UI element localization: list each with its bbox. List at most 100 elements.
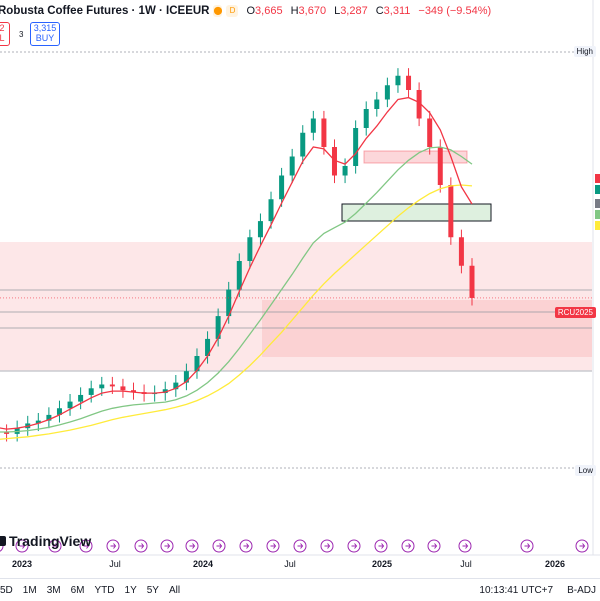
range-all[interactable]: All <box>168 584 181 596</box>
indicator-marker-red <box>595 174 600 183</box>
time-axis-tick-label: Jul <box>284 559 296 569</box>
candle <box>416 90 422 119</box>
sell-label: L <box>0 33 5 43</box>
buy-label: BUY <box>35 33 55 43</box>
clock[interactable]: 10:13:41 UTC+7 <box>479 584 554 596</box>
order-block-green <box>341 203 492 222</box>
range-3m[interactable]: 3M <box>46 584 61 596</box>
ohlc-low: L3,287 <box>334 5 368 17</box>
candle <box>289 156 295 176</box>
candle <box>162 389 168 394</box>
event-arrow-icon <box>431 543 438 549</box>
sell-button[interactable]: 2 L <box>0 22 10 46</box>
candle <box>469 265 475 298</box>
ohlc-open: O3,665 <box>246 5 283 17</box>
event-arrow-icon <box>524 543 531 549</box>
candle <box>353 128 359 166</box>
event-arrow-icon <box>579 543 586 549</box>
event-arrow-icon <box>138 543 145 549</box>
indicator-marker-yellow <box>595 221 600 230</box>
demand-zone <box>262 300 592 357</box>
candle <box>35 420 41 424</box>
event-arrow-icon <box>270 543 277 549</box>
candle <box>78 394 84 402</box>
range-5d[interactable]: 5D <box>0 584 13 596</box>
candle <box>342 166 348 176</box>
candle <box>183 371 189 383</box>
sell-price: 2 <box>0 23 5 33</box>
candle <box>458 237 464 266</box>
candle <box>374 99 380 109</box>
event-arrow-icon <box>19 543 26 549</box>
symbol-title[interactable]: Robusta Coffee Futures · 1W · ICEEUR <box>0 5 210 17</box>
candle <box>437 147 443 185</box>
time-axis-tick-label: 2025 <box>372 559 392 569</box>
adjustment-toggle[interactable]: B-ADJ <box>567 584 596 596</box>
ma-fast-line <box>0 96 473 430</box>
range-selector: 5D 1M 3M 6M YTD 1Y 5Y All <box>0 585 190 596</box>
event-arrow-icon <box>297 543 304 549</box>
candle <box>120 386 126 391</box>
candle <box>257 221 263 238</box>
time-axis-tick-label: Jul <box>460 559 472 569</box>
candle <box>406 75 412 90</box>
candle <box>448 185 454 238</box>
range-1y[interactable]: 1Y <box>124 584 137 596</box>
current-price-label: RCU2025 <box>554 307 596 318</box>
event-arrow-icon <box>110 543 117 549</box>
buy-button[interactable]: 3,315 BUY <box>30 22 60 46</box>
event-arrow-icon <box>52 543 59 549</box>
time-axis-tick-label: 2023 <box>12 559 32 569</box>
range-6m[interactable]: 6M <box>70 584 85 596</box>
buy-price: 3,315 <box>33 23 57 33</box>
time-axis-tick-label: 2026 <box>545 559 565 569</box>
range-ytd[interactable]: YTD <box>94 584 115 596</box>
candle <box>310 118 316 133</box>
candle <box>194 356 200 372</box>
candle <box>4 432 10 434</box>
event-arrow-icon <box>351 543 358 549</box>
bottom-toolbar: 5D 1M 3M 6M YTD 1Y 5Y All 10:13:41 UTC+7… <box>0 578 600 601</box>
candle <box>67 401 73 409</box>
candle <box>226 289 232 317</box>
candle <box>236 261 242 290</box>
range-5y[interactable]: 5Y <box>146 584 159 596</box>
event-arrow-icon <box>216 543 223 549</box>
candle <box>46 414 52 421</box>
delayed-badge[interactable]: D <box>226 5 239 17</box>
range-1m[interactable]: 1M <box>22 584 37 596</box>
candle <box>427 118 433 147</box>
resistance-zone <box>0 242 592 304</box>
tradingview-logo[interactable]: TradingView <box>0 533 91 549</box>
candle <box>131 390 137 393</box>
price-chart[interactable]: 2023 2024 Jul 2025 Jul 2026 Jul <box>0 0 600 578</box>
low-label: Low <box>575 465 596 476</box>
ma-mid-line <box>0 146 473 433</box>
event-arrow-icon <box>462 543 469 549</box>
candle <box>205 338 211 356</box>
indicator-marker-gray <box>595 199 600 208</box>
candle <box>99 384 105 389</box>
ma-slow-line <box>0 184 473 440</box>
candle <box>173 382 179 390</box>
event-arrow-icon <box>164 543 171 549</box>
candle <box>247 237 253 261</box>
time-axis-tick-label: Jul <box>109 559 121 569</box>
event-arrow-icon <box>83 543 90 549</box>
candle <box>56 408 62 415</box>
event-arrow-icon <box>405 543 412 549</box>
candle <box>384 85 390 100</box>
event-arrow-icon <box>189 543 196 549</box>
candle <box>268 199 274 222</box>
event-arrow-icon <box>378 543 385 549</box>
candle <box>215 316 221 339</box>
ohlc-change: −349 (−9.54%) <box>418 5 492 17</box>
event-arrow-icon <box>324 543 331 549</box>
candle <box>279 175 285 200</box>
event-arrow-icon <box>243 543 250 549</box>
time-axis-tick-label: 2024 <box>193 559 213 569</box>
market-status-icon: ⬤ <box>213 5 223 17</box>
high-label: High <box>573 46 596 57</box>
candle <box>88 388 94 395</box>
spread-value: 3 <box>19 30 24 39</box>
